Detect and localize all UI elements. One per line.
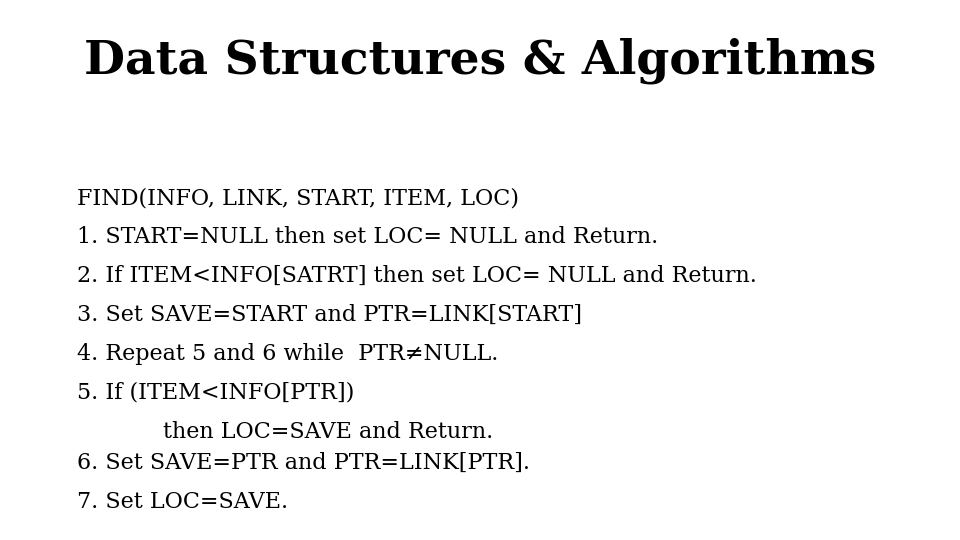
Text: then LOC=SAVE and Return.: then LOC=SAVE and Return.	[163, 421, 493, 443]
Text: FIND(INFO, LINK, START, ITEM, LOC): FIND(INFO, LINK, START, ITEM, LOC)	[77, 187, 518, 210]
Text: 1. START=NULL then set LOC= NULL and Return.: 1. START=NULL then set LOC= NULL and Ret…	[77, 226, 658, 248]
Text: 2. If ITEM<INFO[SATRT] then set LOC= NULL and Return.: 2. If ITEM<INFO[SATRT] then set LOC= NUL…	[77, 265, 756, 287]
Text: 6. Set SAVE=PTR and PTR=LINK[PTR].: 6. Set SAVE=PTR and PTR=LINK[PTR].	[77, 452, 530, 474]
Text: 4. Repeat 5 and 6 while  PTR≠NULL.: 4. Repeat 5 and 6 while PTR≠NULL.	[77, 343, 498, 365]
Text: 3. Set SAVE=START and PTR=LINK[START]: 3. Set SAVE=START and PTR=LINK[START]	[77, 304, 582, 326]
Text: Data Structures & Algorithms: Data Structures & Algorithms	[84, 38, 876, 84]
Text: 7. Set LOC=SAVE.: 7. Set LOC=SAVE.	[77, 491, 288, 513]
Text: 5. If (ITEM<INFO[PTR]): 5. If (ITEM<INFO[PTR])	[77, 382, 354, 404]
